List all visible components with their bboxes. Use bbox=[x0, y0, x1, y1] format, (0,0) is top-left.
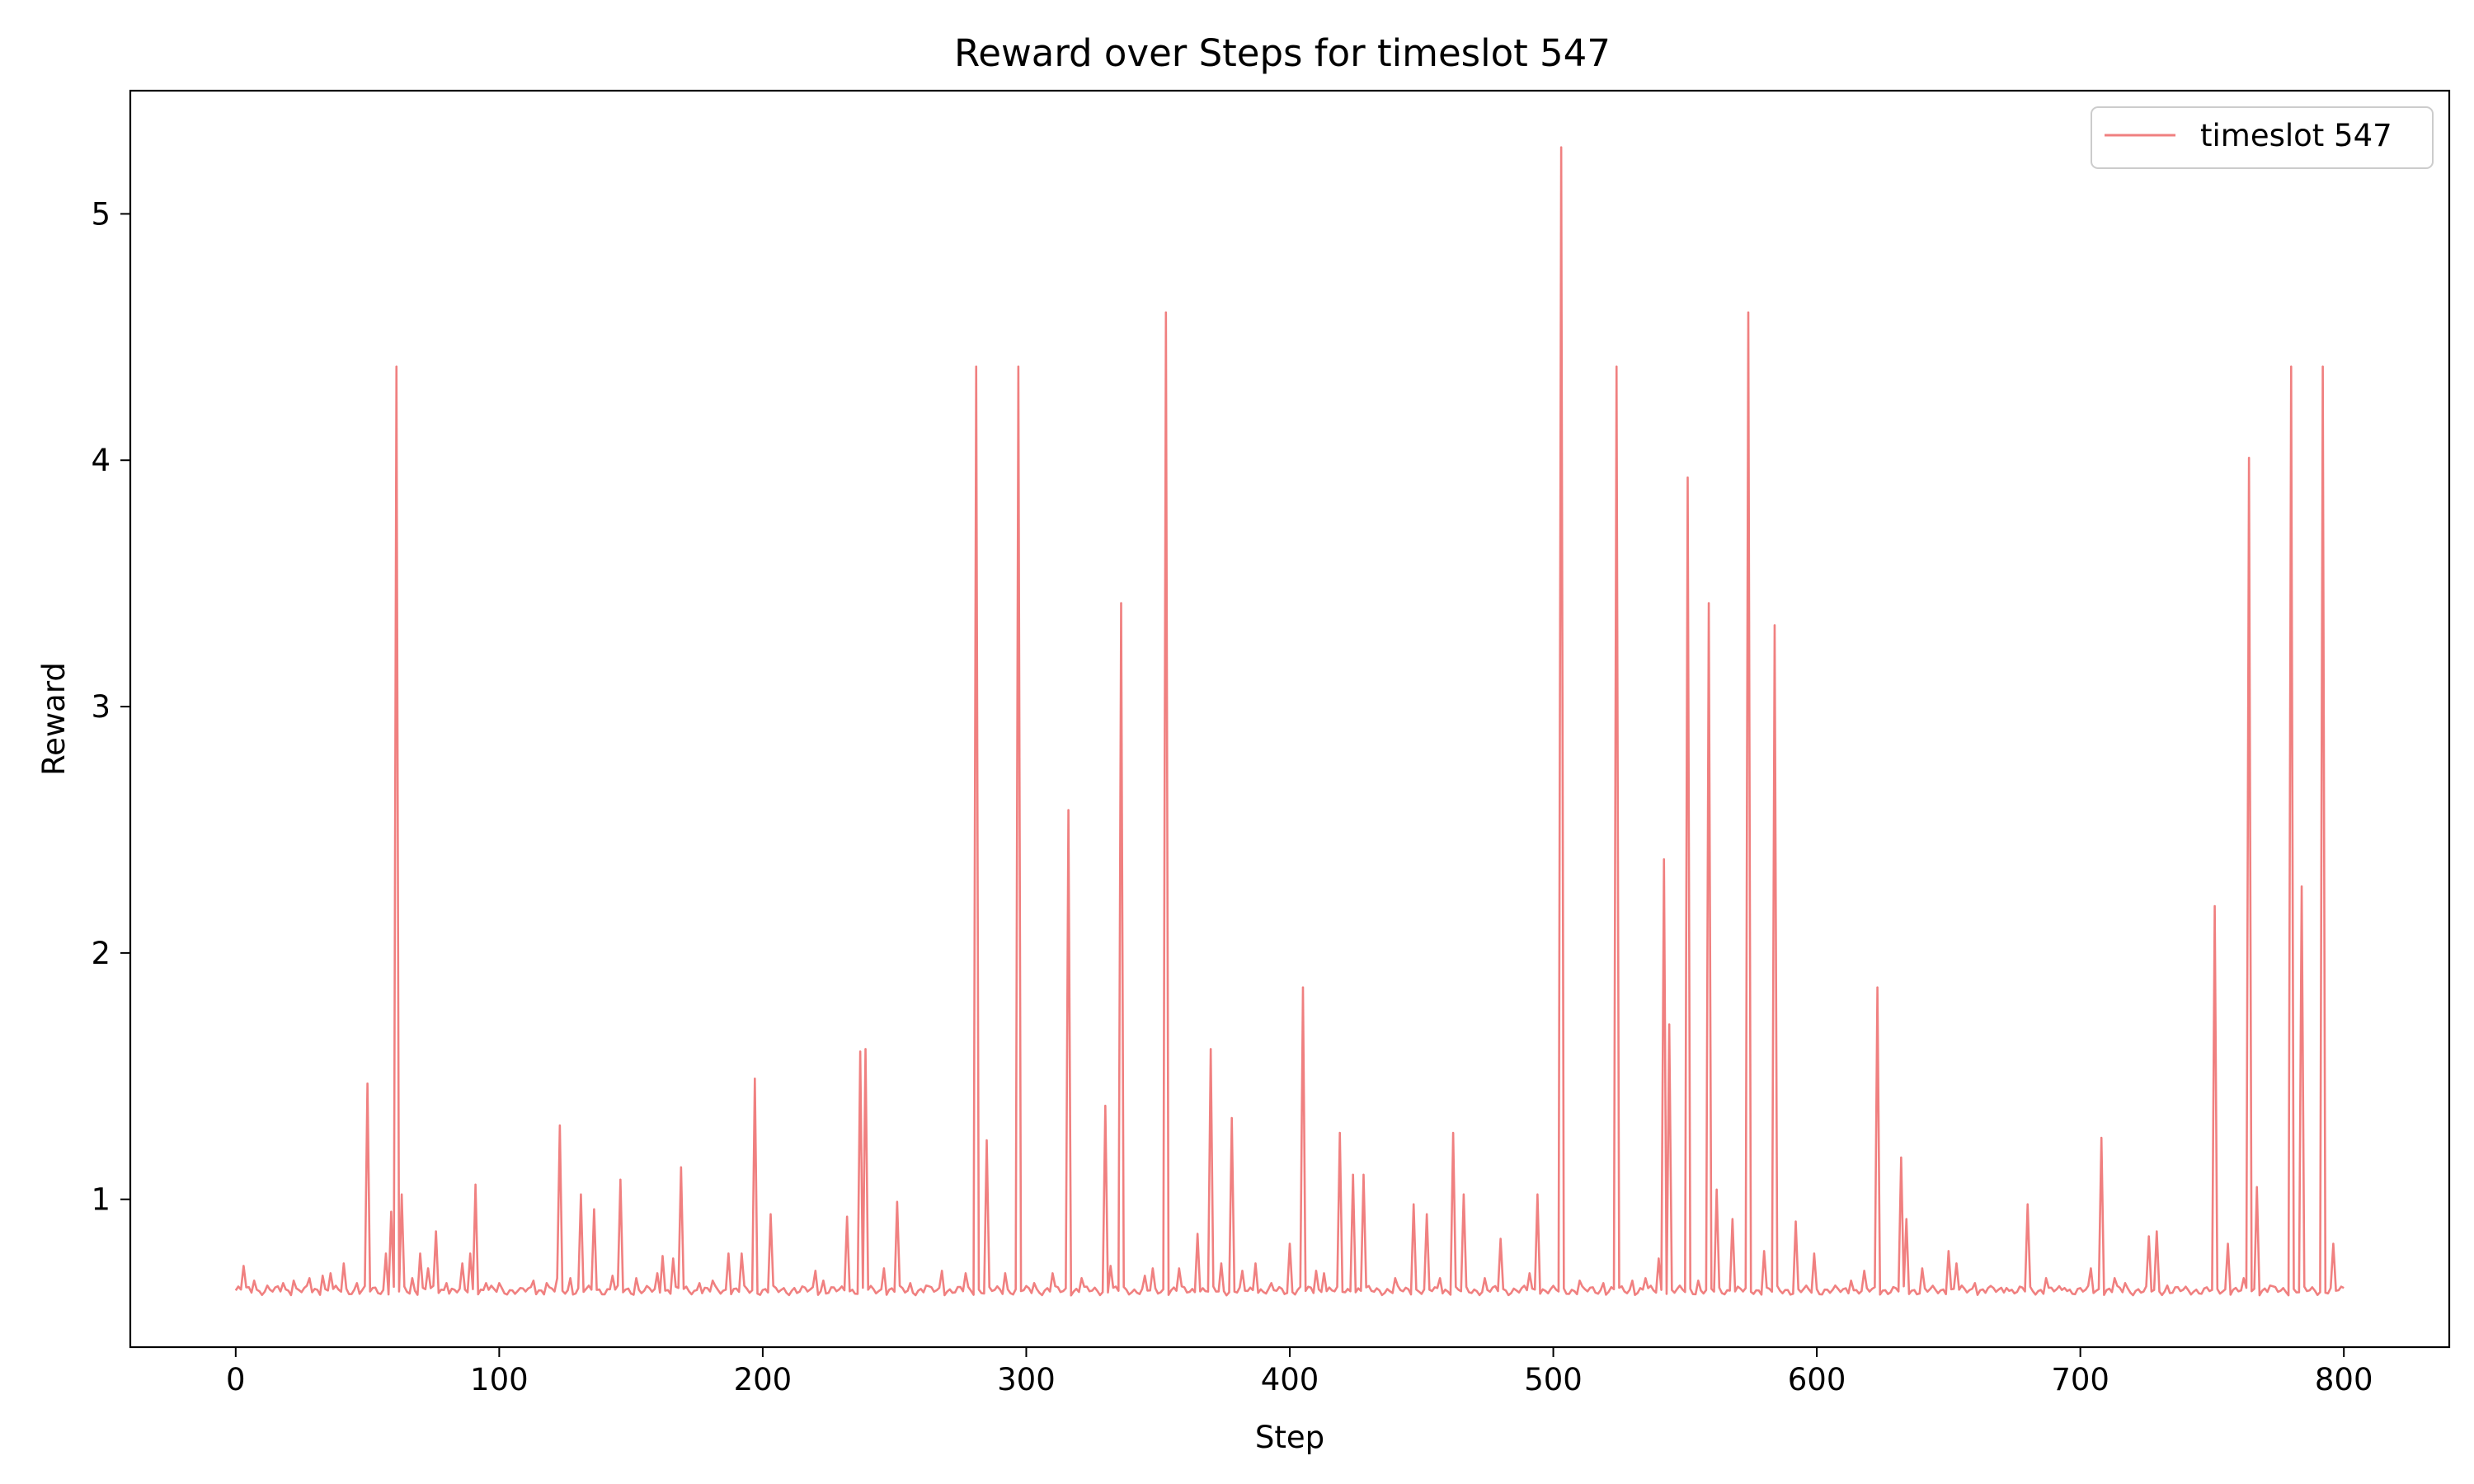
x-tick-label: 500 bbox=[1524, 1362, 1583, 1397]
y-tick-label: 5 bbox=[91, 196, 111, 232]
legend: timeslot 547 bbox=[2091, 106, 2434, 169]
x-tick-label: 400 bbox=[1261, 1362, 1319, 1397]
x-axis: 0 100 200 300 400 500 600 700 800 bbox=[226, 1347, 2373, 1397]
y-axis-label: Reward bbox=[36, 662, 72, 776]
x-tick-label: 700 bbox=[2051, 1362, 2109, 1397]
legend-label: timeslot 547 bbox=[2200, 118, 2392, 153]
x-axis-label: Step bbox=[1255, 1420, 1324, 1455]
y-axis: 1 2 3 4 5 bbox=[91, 196, 130, 1218]
legend-box bbox=[2091, 106, 2434, 169]
y-tick-label: 3 bbox=[91, 689, 111, 725]
x-tick-label: 100 bbox=[470, 1362, 529, 1397]
chart-title: Reward over Steps for timeslot 547 bbox=[954, 31, 1611, 75]
y-tick-label: 4 bbox=[91, 443, 111, 478]
x-tick-label: 800 bbox=[2315, 1362, 2373, 1397]
y-tick-label: 2 bbox=[91, 936, 111, 971]
x-tick-label: 200 bbox=[734, 1362, 793, 1397]
y-tick-label: 1 bbox=[91, 1182, 111, 1218]
x-tick-label: 0 bbox=[226, 1362, 246, 1397]
x-tick-label: 300 bbox=[997, 1362, 1056, 1397]
series-line-0 bbox=[234, 146, 2345, 1297]
plot-area bbox=[234, 146, 2345, 1297]
x-tick-label: 600 bbox=[1788, 1362, 1846, 1397]
